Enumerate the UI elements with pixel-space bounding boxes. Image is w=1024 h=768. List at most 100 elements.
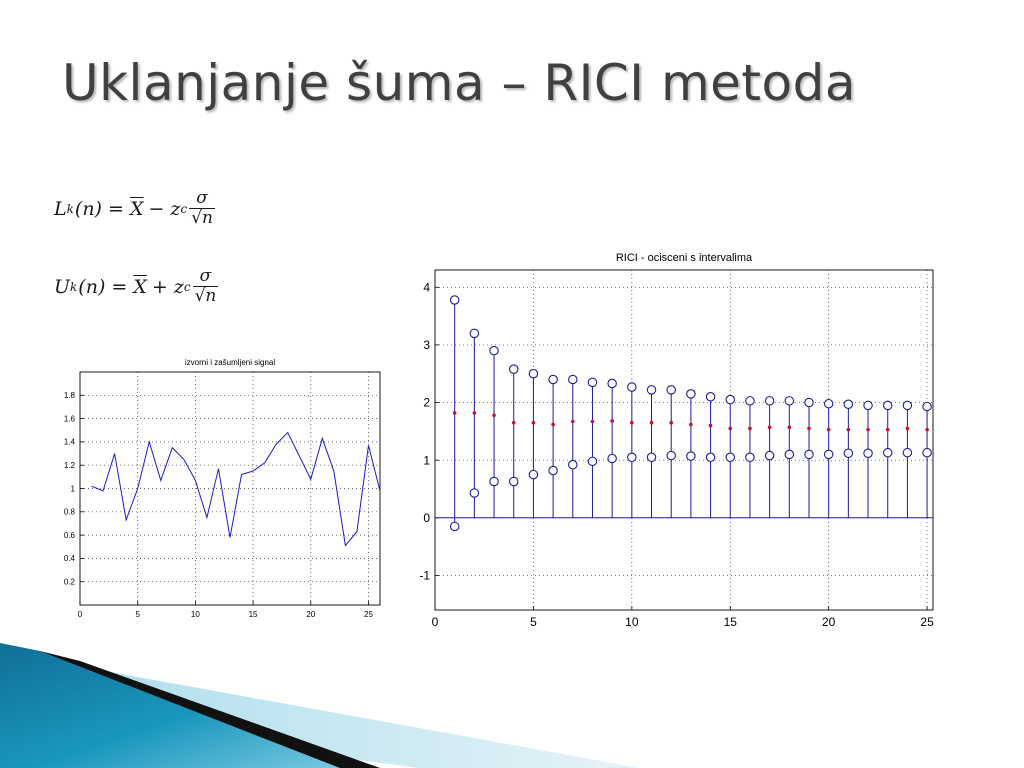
x-tick-label: 25: [364, 610, 373, 619]
deco-light-band: [0, 663, 640, 768]
formula-denominator: √n: [192, 285, 219, 306]
lower-bound-marker: [666, 450, 676, 461]
upper-bound-marker: [449, 295, 460, 305]
chart-title: RICI - ocisceni s intervalima: [616, 252, 753, 264]
lower-bound-marker: [449, 521, 460, 532]
lower-bound-marker: [745, 452, 755, 463]
estimate-marker: [708, 423, 713, 428]
estimate-marker: [689, 422, 693, 427]
upper-bound-marker: [705, 392, 716, 402]
lower-bound-marker: [568, 460, 578, 470]
lower-bound-marker: [843, 448, 854, 459]
lower-bound-marker: [508, 476, 519, 487]
y-tick-label: 2: [423, 396, 430, 410]
formula-operator: + z: [151, 275, 184, 298]
y-tick-label: 1.8: [64, 391, 76, 400]
estimate-marker: [669, 420, 674, 425]
lower-bound-marker: [587, 456, 598, 467]
lower-bound-marker: [902, 447, 913, 458]
lower-bound-marker: [607, 453, 617, 464]
lower-bound-marker: [646, 452, 657, 463]
rici-interval-chart-svg: 0 5 10 15 20 25 -1 0 1 2 3 4 RICI - ocisceni s inter…: [419, 252, 934, 629]
y-tick-label: 0.4: [64, 554, 76, 563]
x-tick-label: 0: [432, 615, 439, 629]
signal-line: [91, 431, 381, 547]
lower-bound-marker: [882, 447, 893, 458]
lower-bound-marker: [528, 469, 539, 480]
formula-fraction: σ √n: [189, 189, 215, 228]
estimate-marker: [472, 411, 477, 415]
estimate-marker: [649, 420, 654, 425]
x-tick-label: 20: [822, 615, 836, 629]
upper-bound-marker: [843, 399, 854, 410]
formula-mean: X: [129, 197, 144, 220]
chart-title: izvorni i zašumljeni signal: [185, 358, 275, 367]
formula-argument: (n) =: [78, 275, 128, 298]
estimate-marker: [905, 426, 910, 431]
x-tick-label: 20: [306, 610, 315, 619]
estimate-marker: [531, 420, 536, 425]
upper-bound-marker: [568, 374, 578, 385]
estimate-marker: [925, 427, 929, 432]
lower-bound-marker: [489, 476, 499, 487]
y-tick-label: 3: [423, 338, 430, 352]
upper-bound-marker: [686, 389, 696, 399]
estimate-marker: [551, 422, 555, 427]
plot-area: [80, 372, 380, 605]
upper-bound-marker: [646, 385, 657, 395]
upper-bound-marker: [882, 400, 893, 411]
formula-mean: X: [133, 275, 147, 298]
formula-argument: (n) =: [74, 197, 124, 220]
lower-bound-marker: [764, 450, 775, 461]
formula-operator-subscript: c: [183, 279, 191, 294]
estimate-marker: [885, 427, 890, 432]
lower-bound-marker: [922, 447, 932, 458]
upper-bound-marker: [764, 396, 775, 406]
upper-bound-marker: [548, 374, 558, 385]
y-tick-label: 4: [423, 280, 430, 294]
formula-lhs: U: [54, 275, 71, 298]
y-tick-label: 1.2: [64, 461, 76, 470]
upper-bound-marker: [902, 400, 913, 411]
lower-bound-marker: [548, 465, 558, 476]
estimate-marker: [610, 419, 614, 423]
estimate-marker: [807, 426, 811, 431]
upper-bound-marker: [804, 397, 814, 408]
lower-bound-marker: [863, 448, 873, 459]
upper-bound-marker: [508, 364, 519, 374]
x-tick-label: 15: [724, 615, 738, 629]
y-tick-label: 0.2: [64, 578, 76, 587]
x-tick-label: 10: [191, 610, 200, 619]
x-tick-label: 25: [920, 615, 934, 629]
y-tick-label: 1: [71, 484, 76, 493]
noisy-signal-chart: 0 5 10 15 20 25 0.2 0.4 0.6 0.8 1 1.2 1.4 1.6 1.8 izvor…: [50, 350, 390, 630]
y-tick-label: -1: [419, 569, 430, 583]
formula-operator-subscript: c: [180, 201, 188, 216]
formula-denominator: √n: [189, 207, 215, 228]
lower-bound-marker: [627, 452, 637, 463]
estimate-marker: [826, 427, 831, 432]
upper-bound-marker: [587, 377, 598, 388]
noisy-signal-chart-svg: 0 5 10 15 20 25 0.2 0.4 0.6 0.8 1 1.2 1.4 1.6 1.8 izvor…: [64, 358, 381, 619]
x-tick-label: 5: [530, 615, 537, 629]
estimate-marker: [452, 411, 457, 415]
estimate-marker: [748, 426, 752, 431]
slide-title: Uklanjanje šuma – RICI metoda: [62, 54, 856, 112]
estimate-marker: [846, 427, 851, 432]
corner-decoration: [0, 643, 640, 768]
estimate-marker: [492, 413, 496, 418]
x-tick-label: 0: [78, 610, 83, 619]
upper-bound-marker: [607, 378, 617, 389]
y-tick-label: 1: [423, 453, 430, 467]
lower-bound-marker: [686, 451, 696, 461]
y-tick-label: 0.6: [64, 531, 76, 540]
y-tick-label: 0.8: [64, 508, 76, 517]
upper-bound-marker: [823, 398, 834, 409]
y-tick-label: 0: [423, 511, 430, 525]
lower-bound-marker: [469, 488, 480, 498]
lower-bound-marker: [725, 452, 736, 463]
upper-bound-marker: [725, 394, 736, 405]
upper-bound-marker: [489, 345, 499, 356]
